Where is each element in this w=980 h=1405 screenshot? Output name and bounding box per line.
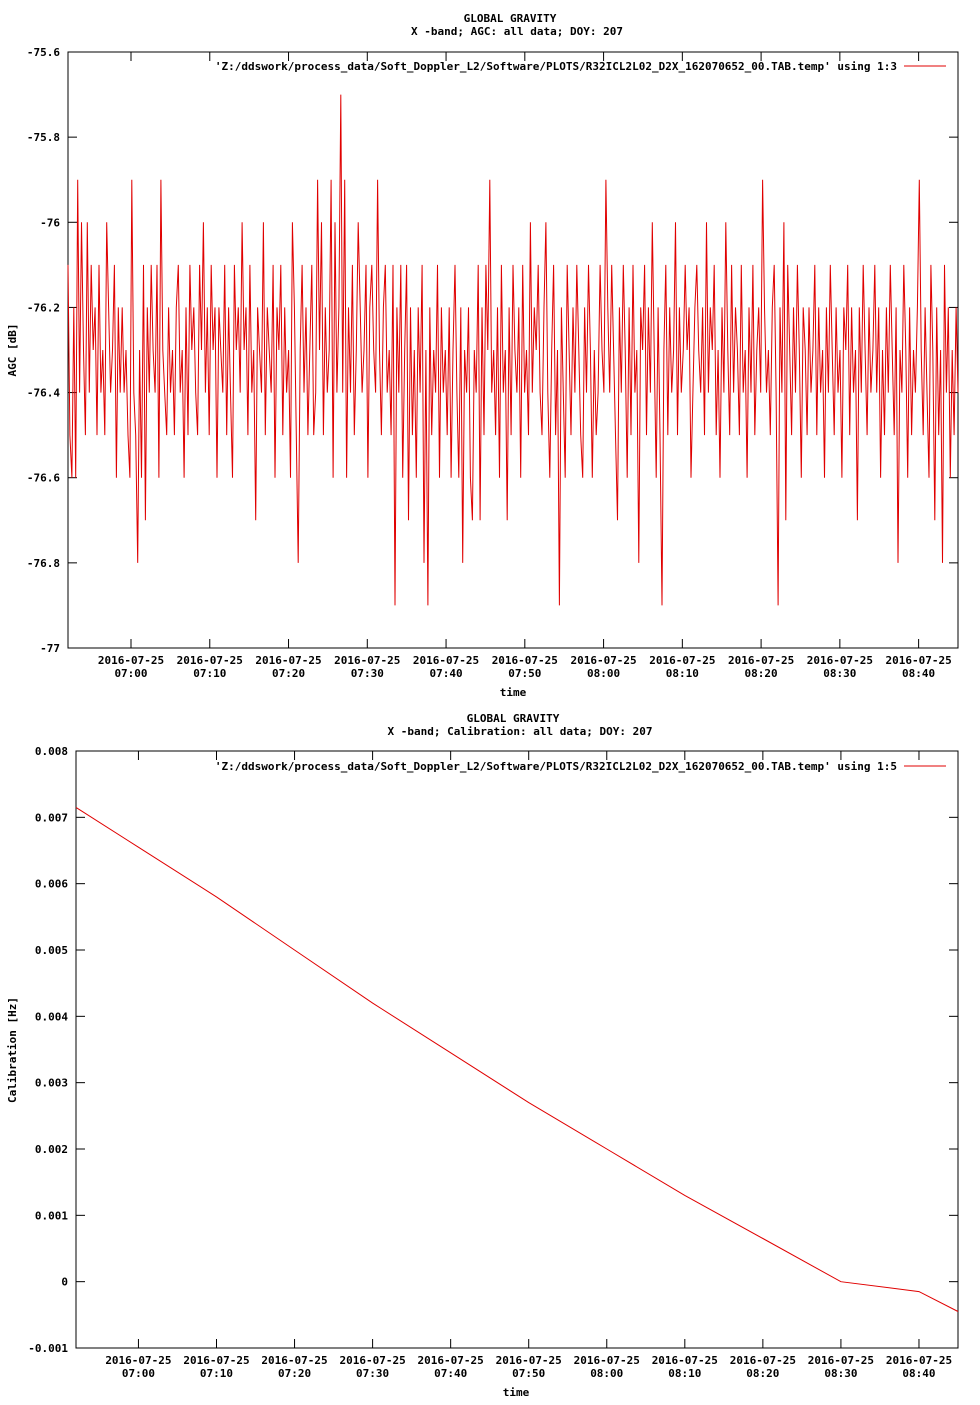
calibration-x-tick-time: 08:00 — [590, 1367, 623, 1380]
calibration-y-tick-label: 0.004 — [35, 1010, 68, 1023]
agc-series-line — [67, 94, 959, 606]
agc-chart: GLOBAL GRAVITY X -band; AGC: all data; D… — [6, 12, 959, 699]
calibration-x-tick-time: 07:30 — [356, 1367, 389, 1380]
calibration-y-tick-label: 0.006 — [35, 878, 68, 891]
agc-y-tick-label: -76 — [40, 216, 60, 229]
agc-y-tick-label: -76.2 — [27, 301, 60, 314]
calibration-y-ticks: 0.008 0.007 0.006 0.005 0.004 0.003 0.002 0.001… — [28, 745, 958, 1355]
calibration-x-tick-time: 08:30 — [824, 1367, 857, 1380]
calibration-x-axis-label: time — [503, 1386, 530, 1399]
agc-x-tick-time: 08:40 — [902, 667, 935, 680]
calibration-x-tick-date: 2016-07-25 — [418, 1354, 484, 1367]
calibration-y-tick-label: -0.001 — [28, 1342, 68, 1355]
agc-x-tick-date: 2016-07-25 — [98, 654, 164, 667]
agc-x-axis-label: time — [500, 686, 527, 699]
agc-x-tick-time: 07:50 — [508, 667, 541, 680]
agc-x-tick-date: 2016-07-25 — [492, 654, 558, 667]
agc-x-tick-date: 2016-07-25 — [649, 654, 715, 667]
calibration-x-tick-time: 07:10 — [200, 1367, 233, 1380]
agc-x-tick-date: 2016-07-25 — [334, 654, 400, 667]
calibration-x-tick-date: 2016-07-25 — [808, 1354, 874, 1367]
agc-y-ticks: -75.6 -75.8 -76 -76.2 -76.4 -76.6 -76.8 -77 — [27, 46, 958, 655]
agc-x-tick-time: 08:30 — [823, 667, 856, 680]
calibration-x-tick-date: 2016-07-25 — [652, 1354, 718, 1367]
agc-chart-title: GLOBAL GRAVITY — [464, 12, 557, 25]
agc-x-tick-date: 2016-07-25 — [413, 654, 479, 667]
agc-x-tick-time: 07:30 — [351, 667, 384, 680]
calibration-y-tick-label: 0.007 — [35, 811, 68, 824]
agc-x-tick-date: 2016-07-25 — [886, 654, 952, 667]
calibration-x-tick-date: 2016-07-25 — [183, 1354, 249, 1367]
calibration-y-tick-label: 0.008 — [35, 745, 68, 758]
agc-x-tick-time: 08:20 — [745, 667, 778, 680]
agc-y-axis-label: AGC [dB] — [6, 324, 19, 377]
calibration-y-tick-label: 0.005 — [35, 944, 68, 957]
agc-x-tick-date: 2016-07-25 — [255, 654, 321, 667]
calibration-x-tick-time: 08:10 — [668, 1367, 701, 1380]
calibration-chart: GLOBAL GRAVITY X -band; Calibration: all… — [6, 712, 959, 1399]
calibration-x-tick-date: 2016-07-25 — [574, 1354, 640, 1367]
calibration-plot-frame — [75, 750, 959, 1349]
calibration-x-tick-time: 08:40 — [902, 1367, 935, 1380]
agc-x-tick-date: 2016-07-25 — [728, 654, 794, 667]
agc-x-tick-date: 2016-07-25 — [570, 654, 636, 667]
agc-x-tick-time: 08:10 — [666, 667, 699, 680]
agc-x-tick-time: 07:40 — [429, 667, 462, 680]
calibration-x-ticks: 2016-07-2507:002016-07-2507:102016-07-25… — [105, 751, 952, 1380]
calibration-chart-title: GLOBAL GRAVITY — [467, 712, 560, 725]
agc-x-tick-time: 07:10 — [193, 667, 226, 680]
agc-y-tick-label: -75.8 — [27, 131, 60, 144]
agc-chart-subtitle: X -band; AGC: all data; DOY: 207 — [411, 25, 623, 38]
agc-x-tick-time: 08:00 — [587, 667, 620, 680]
calibration-x-tick-time: 07:20 — [278, 1367, 311, 1380]
calibration-y-tick-label: 0.003 — [35, 1077, 68, 1090]
calibration-x-tick-date: 2016-07-25 — [730, 1354, 796, 1367]
agc-plot-frame — [67, 51, 959, 649]
calibration-x-tick-date: 2016-07-25 — [261, 1354, 327, 1367]
agc-legend-label: 'Z:/ddswork/process_data/Soft_Doppler_L2… — [215, 60, 897, 73]
calibration-y-tick-label: 0.001 — [35, 1209, 68, 1222]
agc-x-tick-date: 2016-07-25 — [177, 654, 243, 667]
agc-y-tick-label: -76.8 — [27, 557, 60, 570]
agc-y-tick-label: -76.6 — [27, 472, 60, 485]
calibration-x-tick-time: 07:50 — [512, 1367, 545, 1380]
agc-x-tick-time: 07:20 — [272, 667, 305, 680]
agc-y-tick-label: -75.6 — [27, 46, 60, 59]
agc-y-tick-label: -77 — [40, 642, 60, 655]
calibration-x-tick-date: 2016-07-25 — [105, 1354, 171, 1367]
calibration-legend-label: 'Z:/ddswork/process_data/Soft_Doppler_L2… — [215, 760, 897, 773]
agc-x-tick-time: 07:00 — [114, 667, 147, 680]
calibration-y-tick-label: 0.002 — [35, 1143, 68, 1156]
calibration-x-tick-date: 2016-07-25 — [886, 1354, 952, 1367]
calibration-y-axis-label: Calibration [Hz] — [6, 997, 19, 1103]
calibration-x-tick-time: 07:00 — [122, 1367, 155, 1380]
calibration-x-tick-date: 2016-07-25 — [496, 1354, 562, 1367]
calibration-x-tick-time: 07:40 — [434, 1367, 467, 1380]
calibration-x-tick-time: 08:20 — [746, 1367, 779, 1380]
calibration-series-line — [75, 806, 959, 1312]
agc-y-tick-label: -76.4 — [27, 387, 60, 400]
calibration-y-tick-label: 0 — [61, 1276, 68, 1289]
calibration-chart-subtitle: X -band; Calibration: all data; DOY: 207 — [388, 725, 653, 738]
agc-x-tick-date: 2016-07-25 — [807, 654, 873, 667]
agc-x-ticks: 2016-07-2507:002016-07-2507:102016-07-25… — [98, 52, 952, 680]
calibration-x-tick-date: 2016-07-25 — [339, 1354, 405, 1367]
